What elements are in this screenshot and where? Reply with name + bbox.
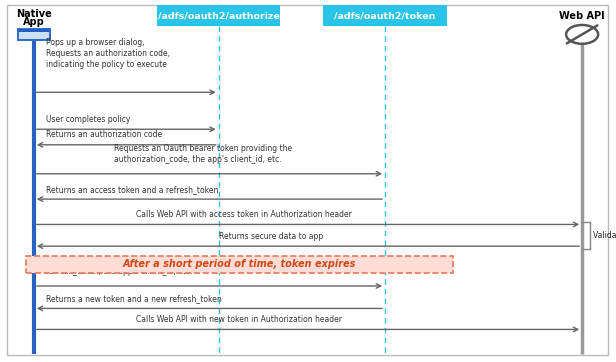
Text: Web API: Web API [559, 11, 605, 21]
Text: Returns secure data to app: Returns secure data to app [219, 232, 323, 241]
Text: Returns an access token and a refresh_token: Returns an access token and a refresh_to… [46, 185, 219, 194]
Text: Requests a new token, providing the
refresh_token, the app's client_id, etc.: Requests a new token, providing the refr… [46, 256, 193, 276]
Bar [18, 29, 50, 40]
Text: Requests an Oauth bearer token providing the
authorization_code, the app's clien: Requests an Oauth bearer token providing… [114, 143, 292, 164]
Text: Validates token: Validates token [593, 231, 616, 240]
Bar [18, 29, 50, 32]
Bar [157, 5, 280, 26]
Text: Returns an authorization code: Returns an authorization code [46, 130, 163, 139]
Text: After a short period of time, token expires: After a short period of time, token expi… [123, 259, 356, 269]
Text: User completes policy: User completes policy [46, 115, 131, 124]
Text: Calls Web API with new token in Authorization header: Calls Web API with new token in Authoriz… [136, 315, 341, 324]
Text: /adfs/oauth2/authorize: /adfs/oauth2/authorize [158, 11, 280, 20]
Text: /adfs/oauth2/token: /adfs/oauth2/token [334, 11, 436, 20]
Text: Calls Web API with access token in Authorization header: Calls Web API with access token in Autho… [136, 210, 351, 219]
Bar [323, 5, 447, 26]
Circle shape [566, 25, 598, 44]
Text: Pops up a browser dialog,
Requests an authorization code,
indicating the policy : Pops up a browser dialog, Requests an au… [46, 38, 170, 69]
Bar [26, 256, 453, 273]
Text: Returns a new token and a new refresh_token: Returns a new token and a new refresh_to… [46, 294, 222, 303]
Text: App: App [23, 17, 45, 28]
Text: Native: Native [16, 9, 52, 20]
